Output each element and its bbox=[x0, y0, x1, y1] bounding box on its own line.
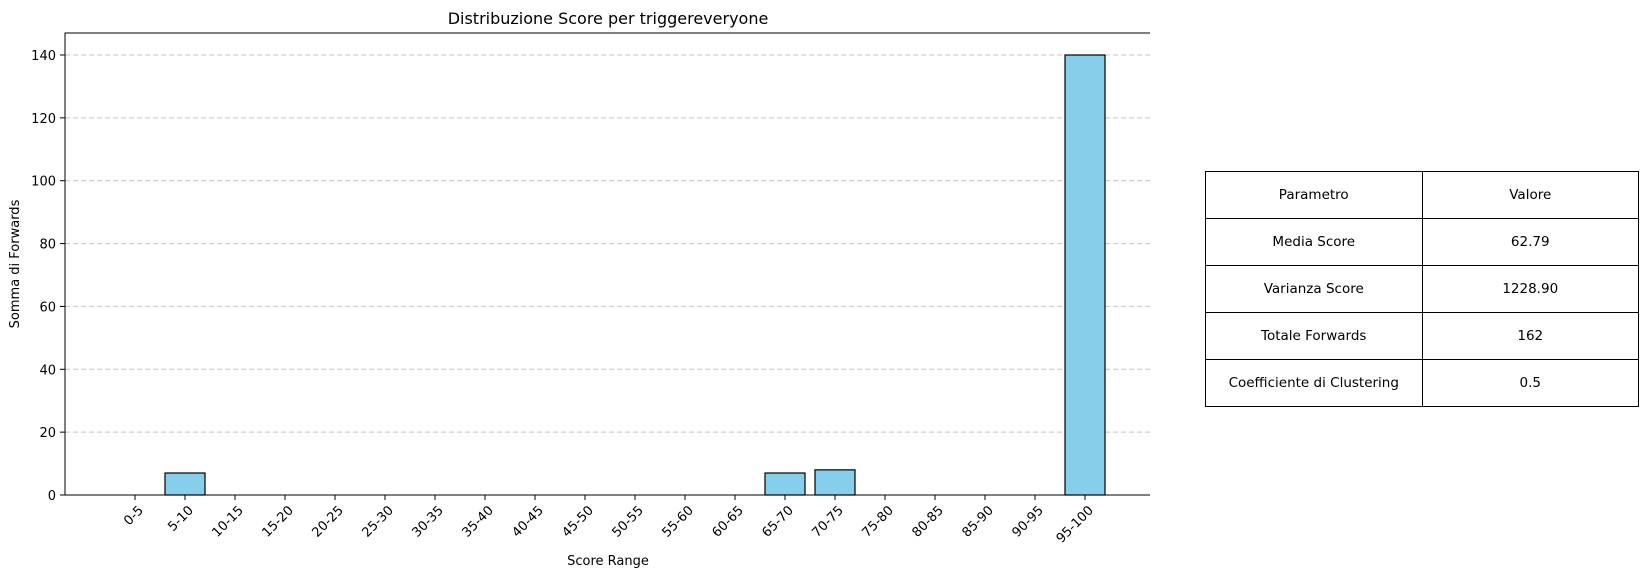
y-tick-label: 80 bbox=[39, 238, 56, 253]
table-row: Media Score 62.79 bbox=[1205, 218, 1639, 266]
x-tick-label: 85-90 bbox=[960, 503, 997, 540]
x-tick-label: 15-20 bbox=[260, 503, 297, 540]
table-cell-parameter: Totale Forwards bbox=[1205, 312, 1423, 360]
x-tick-label: 10-15 bbox=[210, 503, 247, 540]
x-axis-label: Score Range bbox=[567, 554, 649, 569]
x-tick-label: 20-25 bbox=[310, 503, 347, 540]
x-tick-label: 60-65 bbox=[710, 503, 747, 540]
x-tick-label: 30-35 bbox=[410, 503, 447, 540]
x-tick-label: 40-45 bbox=[510, 503, 547, 540]
x-tick-label: 90-95 bbox=[1010, 503, 1047, 540]
x-tick-label: 95-100 bbox=[1054, 503, 1097, 546]
y-tick-label: 60 bbox=[39, 300, 56, 315]
x-tick-label: 25-30 bbox=[360, 503, 397, 540]
x-tick-label: 5-10 bbox=[165, 503, 196, 534]
stats-table: Parametro Valore Media Score 62.79 Varia… bbox=[1205, 171, 1639, 407]
x-tick-label: 45-50 bbox=[560, 503, 597, 540]
x-tick-label: 65-70 bbox=[760, 503, 797, 540]
table-header-cell: Parametro bbox=[1205, 171, 1423, 219]
x-tick-label: 75-80 bbox=[860, 503, 897, 540]
table-row: Coefficiente di Clustering 0.5 bbox=[1205, 359, 1639, 407]
x-tick-label: 35-40 bbox=[460, 503, 497, 540]
x-tick-label: 50-55 bbox=[610, 503, 647, 540]
y-axis-label: Somma di Forwards bbox=[8, 199, 23, 328]
bar-65-70 bbox=[764, 472, 806, 496]
bar-95-100 bbox=[1064, 54, 1106, 496]
table-cell-value: 62.79 bbox=[1421, 218, 1639, 266]
bar-5-10 bbox=[164, 472, 206, 496]
bar-70-75 bbox=[814, 469, 856, 496]
table-row: Totale Forwards 162 bbox=[1205, 312, 1639, 360]
table-cell-value: 162 bbox=[1421, 312, 1639, 360]
plot-frame bbox=[64, 32, 1150, 496]
y-tick-label: 40 bbox=[39, 363, 56, 378]
y-tick-label: 100 bbox=[31, 175, 56, 190]
y-tick-label: 20 bbox=[39, 426, 56, 441]
table-header-row: Parametro Valore bbox=[1205, 171, 1639, 219]
y-tick-label: 0 bbox=[48, 489, 56, 504]
x-tick-label: 55-60 bbox=[660, 503, 697, 540]
table-row: Varianza Score 1228.90 bbox=[1205, 265, 1639, 313]
y-axis: 0 20 40 60 80 100 120 140 bbox=[31, 49, 65, 504]
x-tick-label: 70-75 bbox=[810, 503, 847, 540]
y-tick-label: 140 bbox=[31, 49, 56, 64]
score-distribution-chart: 0 20 40 60 80 100 120 140 0-5 5-10 10-15 15-20 20-2… bbox=[8, 9, 1150, 569]
table-header-cell: Valore bbox=[1421, 171, 1639, 219]
x-axis: 0-5 5-10 10-15 15-20 20-25 25-30 30-35 35-40 40-… bbox=[121, 495, 1097, 546]
gridlines bbox=[65, 54, 1150, 496]
table-cell-value: 1228.90 bbox=[1421, 265, 1639, 313]
chart-title: Distribuzione Score per triggereveryone bbox=[448, 9, 769, 28]
x-tick-label: 0-5 bbox=[121, 503, 147, 529]
table-cell-parameter: Coefficiente di Clustering bbox=[1205, 359, 1423, 407]
table-cell-parameter: Media Score bbox=[1205, 218, 1423, 266]
bars bbox=[164, 54, 1106, 496]
x-tick-label: 80-85 bbox=[910, 503, 947, 540]
table-cell-parameter: Varianza Score bbox=[1205, 265, 1423, 313]
table-cell-value: 0.5 bbox=[1421, 359, 1639, 407]
y-tick-label: 120 bbox=[31, 112, 56, 127]
